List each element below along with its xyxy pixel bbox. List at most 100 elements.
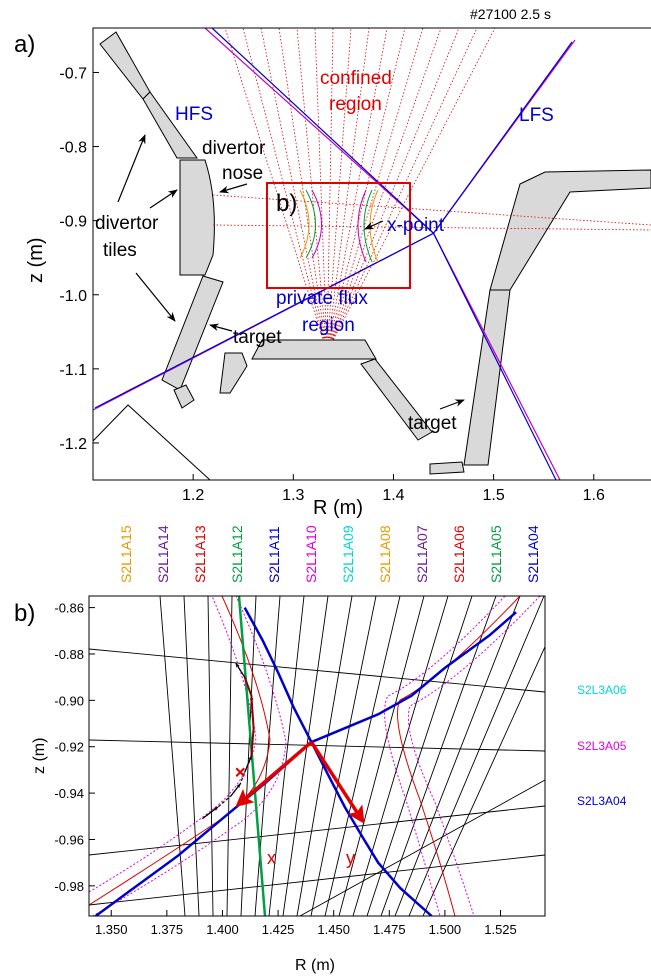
- panel-b-frame: [88, 595, 546, 917]
- panel-a-ytick-label: -1.1: [59, 362, 87, 379]
- tile-hfs-corner: [173, 384, 195, 409]
- confined-region-fan: [224, 28, 496, 353]
- vertical-channel-label: S2L1A04: [525, 525, 541, 583]
- tiles-label-1: divertor: [95, 213, 159, 234]
- vertical-chord: [380, 596, 497, 916]
- panel-a-ylabel: z (m): [25, 237, 47, 283]
- tile-dome-left: [219, 352, 248, 394]
- flux-contour: [357, 189, 367, 263]
- vertical-chord: [268, 596, 305, 916]
- divertor-tiles: [99, 31, 651, 475]
- vertical-chord: [338, 596, 425, 916]
- tile-divertor-nose: [179, 159, 215, 276]
- panel-b-letter: b): [14, 600, 35, 627]
- fan-line: [326, 28, 352, 353]
- vertical-chord: [296, 596, 353, 916]
- los-horizontal-lines: [212, 194, 651, 231]
- vertical-chord: [226, 596, 233, 916]
- vertical-channel-label: S2L1A15: [118, 525, 134, 583]
- fan-line: [326, 28, 478, 353]
- inset-box: [266, 182, 411, 289]
- panel-b-ytick-label: -0.86: [54, 601, 84, 616]
- panel-a-xtick-label: 1.4: [382, 487, 404, 504]
- horizontal-chords: [89, 648, 545, 916]
- vertical-chord: [422, 645, 545, 916]
- private-label-1: private flux: [276, 288, 368, 309]
- flux-contour: [311, 189, 322, 259]
- flux-contour: [299, 189, 310, 259]
- tile-dome-right: [360, 358, 433, 441]
- tiles-label-2: tiles: [103, 240, 137, 261]
- vertical-channel-label: S2L1A12: [229, 525, 245, 583]
- vertical-channel-label: S2L1A14: [155, 525, 171, 583]
- separatrix-b: [94, 606, 517, 916]
- nose-label-1: divertor: [202, 138, 266, 159]
- panel-b-ytick-label: -0.94: [54, 786, 84, 801]
- vertical-chord: [310, 596, 377, 916]
- flux-contour: [384, 596, 506, 916]
- panel-b-ytick-label: -0.88: [54, 647, 84, 662]
- confined-label-1: confined: [320, 68, 392, 89]
- horizontal-channel-label: S2L3A05: [577, 739, 627, 753]
- separatrix-lines: [93, 28, 576, 480]
- xpoint-label: x-point: [387, 215, 445, 236]
- vertical-channel-label: S2L1A13: [192, 525, 208, 583]
- private-label-2: region: [302, 315, 355, 336]
- panel-b-xtick-label: 1.475: [373, 922, 406, 937]
- panel-b-xtick-label: 1.525: [484, 922, 517, 937]
- tile-lfs-foot: [429, 461, 465, 475]
- axis-label-y: y: [346, 848, 355, 868]
- panel-b-xlabel: R (m): [295, 957, 335, 974]
- fan-line: [326, 28, 406, 353]
- vertical-channel-label: S2L1A09: [340, 525, 356, 583]
- separatrix-curve: [243, 606, 433, 916]
- tile-hfs-lower: [161, 275, 224, 391]
- target-label-right: target: [408, 413, 457, 434]
- flux-contours: [89, 596, 541, 916]
- panel-b-ytick-label: -0.92: [54, 740, 84, 755]
- horizontal-channel-labels: S2L3A06 S2L3A05 S2L3A04: [577, 683, 627, 808]
- horizontal-chord: [89, 805, 545, 856]
- panel-b-xtick-label: 1.425: [262, 922, 295, 937]
- vertical-chord: [324, 596, 401, 916]
- panel-b-ytick-label: -0.90: [54, 693, 84, 708]
- flux-contour: [305, 189, 316, 259]
- vertical-channel-label: S2L1A07: [414, 525, 430, 583]
- trajectory-arrow: [202, 806, 219, 820]
- panel-b-xtick-label: 1.450: [317, 922, 350, 937]
- horizontal-chord: [89, 648, 545, 693]
- panel-b-ylabel: z (m): [31, 738, 48, 774]
- x-vector: [235, 740, 313, 807]
- panel-a-xtick-label: 1.2: [182, 487, 204, 504]
- y-vector: [309, 741, 365, 824]
- fan-line: [326, 28, 424, 353]
- panel-b-xtick-label: 1.350: [95, 922, 128, 937]
- hfs-label: HFS: [175, 104, 213, 125]
- panel-b-xtick-label: 1.400: [206, 922, 239, 937]
- confined-label-2: region: [329, 94, 382, 115]
- vertical-chord: [408, 596, 545, 916]
- lfs-label: LFS: [519, 105, 554, 126]
- inset-box-label: b): [276, 190, 297, 217]
- fan-line: [326, 28, 334, 353]
- vertical-channel-label: S2L1A08: [377, 525, 393, 583]
- target-label-left: target: [233, 327, 282, 348]
- cross-marker: [235, 767, 245, 777]
- vertical-chord: [394, 596, 521, 916]
- panel-b-xtick-label: 1.500: [429, 922, 462, 937]
- vertical-chord: [207, 596, 214, 916]
- fan-line: [260, 28, 328, 353]
- panel-b-ytick-label: -0.98: [54, 879, 84, 894]
- tile-lfs-lower: [463, 289, 511, 466]
- horizontal-chord: [89, 739, 545, 752]
- panel-a-plot: b) 1.2 1.3 1.4 1.5 1.6 -0.7 -0.8 -0.9 -1.0 -1.1 -1…: [25, 27, 651, 519]
- flux-contour: [91, 596, 287, 916]
- tile-hfs-mid: [142, 91, 198, 159]
- annotation-arrows: [117, 134, 465, 410]
- vertical-channel-label: S2L1A10: [303, 525, 319, 583]
- tile-dome-center: [251, 339, 377, 360]
- panel-a-ytick-label: -1.0: [59, 288, 87, 305]
- vessel-wall: [93, 404, 211, 480]
- separatrix-curve: [94, 611, 517, 916]
